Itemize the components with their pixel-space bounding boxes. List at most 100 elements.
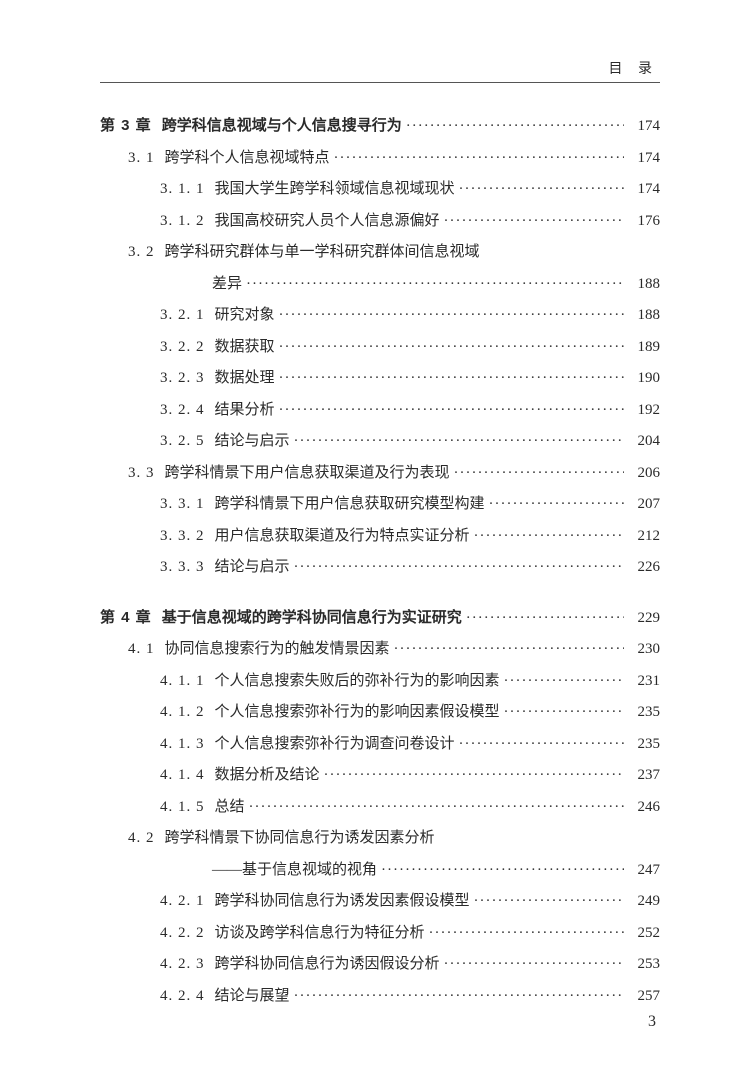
toc-leader — [246, 269, 624, 301]
toc-leader — [504, 697, 624, 729]
toc-entry: 3. 1. 1我国大学生跨学科领域信息视域现状174 — [100, 174, 660, 206]
toc-entry-title: 基于信息视域的跨学科协同信息行为实证研究 — [162, 602, 462, 634]
document-page: 目 录 第 3 章跨学科信息视域与个人信息搜寻行为1743. 1跨学科个人信息视… — [0, 0, 750, 1085]
toc-leader — [394, 634, 624, 666]
header-rule — [100, 82, 660, 83]
toc-entry: 4. 1. 1个人信息搜索失败后的弥补行为的影响因素231 — [100, 666, 660, 698]
toc-entry-title: 协同信息搜索行为的触发情景因素 — [165, 634, 390, 666]
toc-entry-number: 3. 2 — [128, 237, 155, 269]
toc-entry-page: 174 — [628, 174, 660, 206]
toc-entry-page: 192 — [628, 395, 660, 427]
toc-entry-title: 差异 — [212, 269, 242, 301]
toc-entry-number: 4. 2. 3 — [160, 949, 205, 981]
toc-leader — [474, 886, 624, 918]
toc-leader — [294, 426, 624, 458]
toc-entry-page: 190 — [628, 363, 660, 395]
toc-entry-page: 226 — [628, 552, 660, 584]
toc-entry: 4. 1. 3个人信息搜索弥补行为调查问卷设计235 — [100, 729, 660, 761]
toc-entry: 3. 2. 4结果分析192 — [100, 395, 660, 427]
toc-entry-number: 3. 1 — [128, 143, 155, 175]
toc-entry-number: 4. 2. 1 — [160, 886, 205, 918]
toc-entry-page: 174 — [628, 143, 660, 175]
toc-entry: 第 4 章基于信息视域的跨学科协同信息行为实证研究 229 — [100, 602, 660, 635]
toc-entry-number: 4. 1. 4 — [160, 760, 205, 792]
toc-entry: 3. 1 跨学科个人信息视域特点 174 — [100, 143, 660, 175]
toc-entry-number: 4. 2. 4 — [160, 981, 205, 1013]
toc-entry: 4. 2. 1 跨学科协同信息行为诱发因素假设模型 249 — [100, 886, 660, 918]
toc-leader — [334, 143, 624, 175]
toc-entry: 3. 3跨学科情景下用户信息获取渠道及行为表现206 — [100, 458, 660, 490]
toc-entry-title: 跨学科协同信息行为诱因假设分析 — [215, 949, 440, 981]
toc-entry: 4. 1. 2 个人信息搜索弥补行为的影响因素假设模型 235 — [100, 697, 660, 729]
toc-entry-title: 个人信息搜索弥补行为调查问卷设计 — [215, 729, 455, 761]
toc-entry-page: 253 — [628, 949, 660, 981]
toc-entry-title: 研究对象 — [215, 300, 275, 332]
toc-entry: 4. 1. 4数据分析及结论237 — [100, 760, 660, 792]
toc-entry-page: 249 — [628, 886, 660, 918]
toc-entry-number: 3. 3. 3 — [160, 552, 205, 584]
toc-leader — [294, 552, 624, 584]
toc-entry-page: 235 — [628, 697, 660, 729]
toc-entry: 4. 1协同信息搜索行为的触发情景因素230 — [100, 634, 660, 666]
toc-entry-title: ——基于信息视域的视角 — [212, 855, 377, 887]
toc-entry-page: 252 — [628, 918, 660, 950]
toc-leader — [279, 332, 624, 364]
toc-leader — [444, 206, 624, 238]
toc-entry: ——基于信息视域的视角 247 — [100, 855, 660, 887]
toc-entry-page: 176 — [628, 206, 660, 238]
toc-entry-number: 4. 2. 2 — [160, 918, 205, 950]
toc-entry-page: 174 — [628, 111, 660, 143]
toc-entry-page: 247 — [628, 855, 660, 887]
toc-entry-title: 跨学科协同信息行为诱发因素假设模型 — [215, 886, 470, 918]
toc-entry: 第 3 章跨学科信息视域与个人信息搜寻行为 174 — [100, 110, 660, 143]
toc-entry-number: 3. 1. 2 — [160, 206, 205, 238]
toc-leader — [489, 489, 624, 521]
toc-entry-title: 跨学科信息视域与个人信息搜寻行为 — [162, 110, 402, 142]
toc-entry-title: 数据处理 — [215, 363, 275, 395]
toc-entry-number: 3. 3. 1 — [160, 489, 205, 521]
toc-entry: 3. 2. 3 数据处理 190 — [100, 363, 660, 395]
toc-leader — [459, 729, 624, 761]
toc-entry-number: 4. 1. 1 — [160, 666, 205, 698]
toc-entry-title: 我国大学生跨学科领域信息视域现状 — [215, 174, 455, 206]
toc-leader — [294, 981, 624, 1013]
toc-entry-number: 第 4 章 — [100, 602, 152, 634]
toc-leader — [466, 603, 624, 635]
toc-entry: 3. 3. 3结论与启示226 — [100, 552, 660, 584]
toc-leader — [249, 792, 624, 824]
toc-entry-page: 188 — [628, 300, 660, 332]
toc-entry-page: 229 — [628, 603, 660, 635]
toc-leader — [444, 949, 624, 981]
toc-entry-number: 第 3 章 — [100, 110, 152, 142]
toc-entry-page: 204 — [628, 426, 660, 458]
toc-leader — [504, 666, 624, 698]
toc-entry-title: 我国高校研究人员个人信息源偏好 — [215, 206, 440, 238]
footer-page-number: 3 — [648, 1013, 656, 1031]
toc-entry-page: 188 — [628, 269, 660, 301]
toc-entry-page: 206 — [628, 458, 660, 490]
toc-entry-page: 237 — [628, 760, 660, 792]
toc-entry-page: 257 — [628, 981, 660, 1013]
toc-entry-number: 4. 1. 2 — [160, 697, 205, 729]
toc-entry-title: 结论与启示 — [215, 426, 290, 458]
toc-entry: 3. 2跨学科研究群体与单一学科研究群体间信息视域 — [100, 237, 660, 269]
toc-entry: 3. 2. 5 结论与启示 204 — [100, 426, 660, 458]
toc-entry-title: 跨学科个人信息视域特点 — [165, 143, 330, 175]
toc-entry: 4. 2. 3 跨学科协同信息行为诱因假设分析 253 — [100, 949, 660, 981]
toc-entry: 差异 188 — [100, 269, 660, 301]
toc-entry-number: 4. 2 — [128, 823, 155, 855]
toc-entry-title: 跨学科情景下用户信息获取研究模型构建 — [215, 489, 485, 521]
toc-entry-number: 3. 2. 3 — [160, 363, 205, 395]
toc-leader — [324, 760, 624, 792]
toc-entry-number: 4. 1. 3 — [160, 729, 205, 761]
toc-entry: 4. 1. 5总结246 — [100, 792, 660, 824]
toc-entry-page: 230 — [628, 634, 660, 666]
toc-entry-number: 3. 3. 2 — [160, 521, 205, 553]
toc-entry: 3. 3. 1 跨学科情景下用户信息获取研究模型构建 207 — [100, 489, 660, 521]
toc-entry-page: 231 — [628, 666, 660, 698]
toc-entry-page: 207 — [628, 489, 660, 521]
toc-leader — [429, 918, 624, 950]
toc-entry-number: 3. 2. 5 — [160, 426, 205, 458]
toc-entry-title: 个人信息搜索弥补行为的影响因素假设模型 — [215, 697, 500, 729]
toc-entry: 3. 3. 2用户信息获取渠道及行为特点实证分析212 — [100, 521, 660, 553]
